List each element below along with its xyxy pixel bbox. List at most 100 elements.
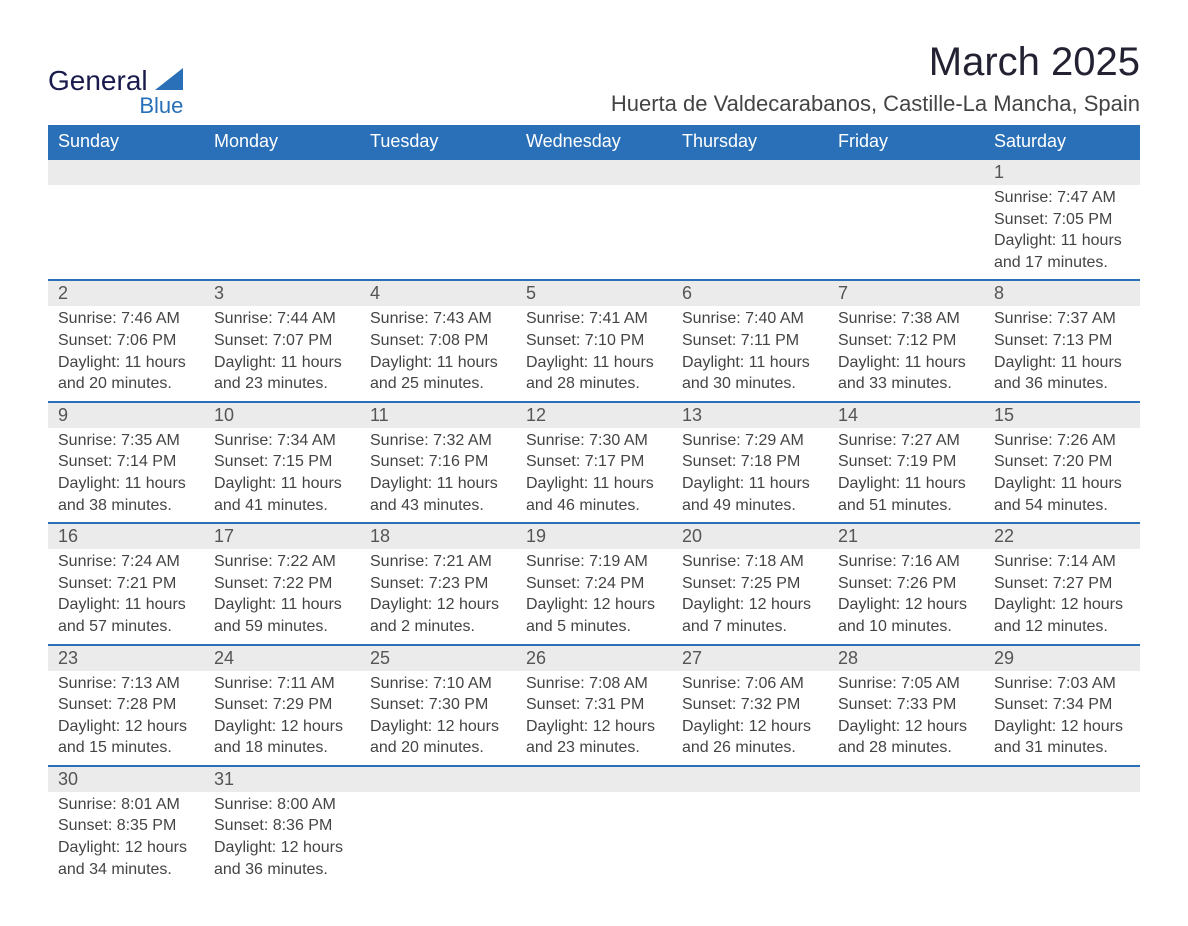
day-details: Sunrise: 7:46 AMSunset: 7:06 PMDaylight:… xyxy=(48,306,204,400)
document-header: General Blue March 2025 Huerta de Valdec… xyxy=(48,40,1140,117)
sunrise-text: Sunrise: 7:35 AM xyxy=(58,430,194,452)
daylight-line2: and 49 minutes. xyxy=(682,495,818,517)
day-body-cell: Sunrise: 7:16 AMSunset: 7:26 PMDaylight:… xyxy=(828,549,984,644)
daylight-line1: Daylight: 12 hours xyxy=(838,716,974,738)
day-cell: 28 xyxy=(828,645,984,671)
day-details: Sunrise: 7:11 AMSunset: 7:29 PMDaylight:… xyxy=(204,671,360,765)
day-cell: 29 xyxy=(984,645,1140,671)
day-cell: 21 xyxy=(828,523,984,549)
sunrise-text: Sunrise: 7:08 AM xyxy=(526,673,662,695)
calendar-table: SundayMondayTuesdayWednesdayThursdayFrid… xyxy=(48,125,1140,886)
sunrise-text: Sunrise: 7:14 AM xyxy=(994,551,1130,573)
sunset-text: Sunset: 7:32 PM xyxy=(682,694,818,716)
logo-word2: Blue xyxy=(48,95,183,117)
day-details: Sunrise: 7:43 AMSunset: 7:08 PMDaylight:… xyxy=(360,306,516,400)
day-number: 13 xyxy=(672,403,828,428)
sunset-text: Sunset: 7:23 PM xyxy=(370,573,506,595)
daylight-line1: Daylight: 12 hours xyxy=(58,716,194,738)
sunset-text: Sunset: 7:13 PM xyxy=(994,330,1130,352)
day-cell: 30 xyxy=(48,766,204,792)
sunrise-text: Sunrise: 7:13 AM xyxy=(58,673,194,695)
day-number: 11 xyxy=(360,403,516,428)
daylight-line1: Daylight: 12 hours xyxy=(526,594,662,616)
day-body-cell xyxy=(984,792,1140,886)
week-daynum-row: 23242526272829 xyxy=(48,645,1140,671)
day-body-cell: Sunrise: 7:34 AMSunset: 7:15 PMDaylight:… xyxy=(204,428,360,523)
day-body-cell: Sunrise: 7:11 AMSunset: 7:29 PMDaylight:… xyxy=(204,671,360,766)
daylight-line1: Daylight: 12 hours xyxy=(370,594,506,616)
day-body-cell: Sunrise: 7:29 AMSunset: 7:18 PMDaylight:… xyxy=(672,428,828,523)
day-body-cell: Sunrise: 8:01 AMSunset: 8:35 PMDaylight:… xyxy=(48,792,204,886)
day-cell xyxy=(984,766,1140,792)
daylight-line1: Daylight: 12 hours xyxy=(526,716,662,738)
day-cell: 22 xyxy=(984,523,1140,549)
sunset-text: Sunset: 7:18 PM xyxy=(682,451,818,473)
daylight-line1: Daylight: 12 hours xyxy=(370,716,506,738)
week-daynum-row: 9101112131415 xyxy=(48,402,1140,428)
daylight-line1: Daylight: 12 hours xyxy=(214,837,350,859)
day-details: Sunrise: 7:08 AMSunset: 7:31 PMDaylight:… xyxy=(516,671,672,765)
day-details: Sunrise: 7:19 AMSunset: 7:24 PMDaylight:… xyxy=(516,549,672,643)
day-cell xyxy=(48,159,204,185)
day-number: 18 xyxy=(360,524,516,549)
daylight-line2: and 23 minutes. xyxy=(526,737,662,759)
day-number: 2 xyxy=(48,281,204,306)
day-cell: 24 xyxy=(204,645,360,671)
day-details: Sunrise: 7:44 AMSunset: 7:07 PMDaylight:… xyxy=(204,306,360,400)
day-number: 6 xyxy=(672,281,828,306)
week-body-row: Sunrise: 7:47 AMSunset: 7:05 PMDaylight:… xyxy=(48,185,1140,280)
day-number: 17 xyxy=(204,524,360,549)
day-cell xyxy=(672,766,828,792)
day-cell: 8 xyxy=(984,280,1140,306)
day-details: Sunrise: 7:10 AMSunset: 7:30 PMDaylight:… xyxy=(360,671,516,765)
day-body-cell: Sunrise: 7:27 AMSunset: 7:19 PMDaylight:… xyxy=(828,428,984,523)
daylight-line1: Daylight: 11 hours xyxy=(58,594,194,616)
day-cell: 27 xyxy=(672,645,828,671)
day-number: 30 xyxy=(48,767,204,792)
daylight-line2: and 36 minutes. xyxy=(994,373,1130,395)
sunrise-text: Sunrise: 7:11 AM xyxy=(214,673,350,695)
day-body-cell: Sunrise: 7:21 AMSunset: 7:23 PMDaylight:… xyxy=(360,549,516,644)
weekday-header-row: SundayMondayTuesdayWednesdayThursdayFrid… xyxy=(48,125,1140,159)
day-number: 3 xyxy=(204,281,360,306)
day-number: 31 xyxy=(204,767,360,792)
day-details: Sunrise: 7:40 AMSunset: 7:11 PMDaylight:… xyxy=(672,306,828,400)
day-body-cell: Sunrise: 7:05 AMSunset: 7:33 PMDaylight:… xyxy=(828,671,984,766)
day-details: Sunrise: 7:29 AMSunset: 7:18 PMDaylight:… xyxy=(672,428,828,522)
day-details: Sunrise: 7:38 AMSunset: 7:12 PMDaylight:… xyxy=(828,306,984,400)
day-details: Sunrise: 7:21 AMSunset: 7:23 PMDaylight:… xyxy=(360,549,516,643)
sunrise-text: Sunrise: 7:32 AM xyxy=(370,430,506,452)
sunset-text: Sunset: 7:33 PM xyxy=(838,694,974,716)
day-number: 21 xyxy=(828,524,984,549)
daylight-line2: and 54 minutes. xyxy=(994,495,1130,517)
daylight-line2: and 59 minutes. xyxy=(214,616,350,638)
daylight-line1: Daylight: 11 hours xyxy=(526,473,662,495)
sunrise-text: Sunrise: 7:41 AM xyxy=(526,308,662,330)
sunrise-text: Sunrise: 7:27 AM xyxy=(838,430,974,452)
day-details: Sunrise: 7:32 AMSunset: 7:16 PMDaylight:… xyxy=(360,428,516,522)
daylight-line2: and 36 minutes. xyxy=(214,859,350,881)
daylight-line1: Daylight: 11 hours xyxy=(214,594,350,616)
daylight-line1: Daylight: 11 hours xyxy=(214,473,350,495)
day-cell: 9 xyxy=(48,402,204,428)
logo: General Blue xyxy=(48,67,183,117)
day-body-cell: Sunrise: 8:00 AMSunset: 8:36 PMDaylight:… xyxy=(204,792,360,886)
day-cell: 23 xyxy=(48,645,204,671)
day-number: 28 xyxy=(828,646,984,671)
day-number: 1 xyxy=(984,160,1140,185)
daylight-line1: Daylight: 11 hours xyxy=(58,473,194,495)
daylight-line2: and 12 minutes. xyxy=(994,616,1130,638)
weekday-header: Friday xyxy=(828,125,984,159)
weekday-header: Sunday xyxy=(48,125,204,159)
week-daynum-row: 1 xyxy=(48,159,1140,185)
daylight-line1: Daylight: 11 hours xyxy=(838,473,974,495)
sunrise-text: Sunrise: 7:43 AM xyxy=(370,308,506,330)
day-number: 5 xyxy=(516,281,672,306)
sunrise-text: Sunrise: 7:22 AM xyxy=(214,551,350,573)
month-title: March 2025 xyxy=(611,40,1140,85)
day-number: 12 xyxy=(516,403,672,428)
day-cell: 31 xyxy=(204,766,360,792)
day-cell: 7 xyxy=(828,280,984,306)
sunset-text: Sunset: 7:10 PM xyxy=(526,330,662,352)
sunset-text: Sunset: 7:11 PM xyxy=(682,330,818,352)
